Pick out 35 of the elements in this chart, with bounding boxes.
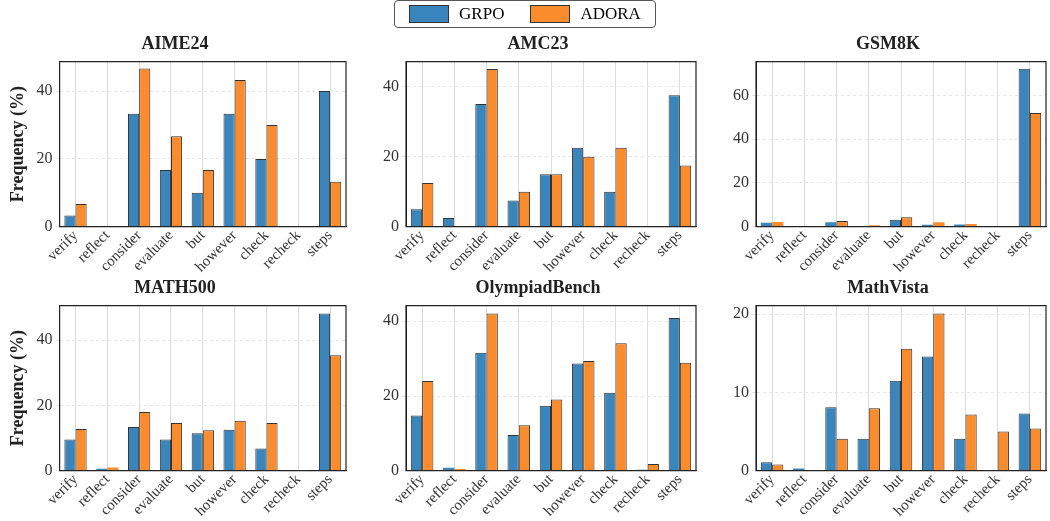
y-tick-label: 20: [383, 386, 399, 404]
chart-title: MathVista: [847, 277, 929, 298]
y-tick-label: 20: [733, 304, 749, 322]
y-tick-label: 0: [44, 460, 53, 478]
y-tick-label: 0: [391, 460, 399, 478]
y-tick-label: 40: [733, 129, 749, 147]
x-tick-label: steps: [1002, 226, 1035, 260]
y-axis-title: Frequency (%): [7, 330, 29, 447]
x-tick-label: steps: [652, 470, 685, 504]
y-tick-label: 20: [733, 173, 749, 191]
y-tick-label: 60: [733, 85, 749, 103]
y-tick-label: 10: [733, 382, 749, 400]
chart-title: GSM8K: [855, 33, 921, 54]
x-tick-label: steps: [302, 470, 336, 504]
legend-label: ADORA: [580, 4, 641, 24]
y-tick-label: 40: [36, 81, 53, 99]
x-tick-label: steps: [302, 226, 336, 260]
chart-title: OlympiadBench: [475, 277, 601, 298]
y-tick-label: 40: [36, 330, 53, 348]
y-tick-label: 0: [741, 460, 749, 478]
y-tick-label: 0: [44, 216, 53, 234]
y-tick-label: 20: [36, 395, 53, 413]
y-axis-title: Frequency (%): [7, 86, 29, 203]
y-tick-label: 20: [36, 149, 53, 167]
y-tick-label: 40: [383, 311, 399, 329]
chart-title: MATH500: [134, 277, 216, 298]
y-tick-label: 0: [741, 216, 749, 234]
y-tick-label: 20: [383, 146, 399, 164]
y-tick-label: 0: [391, 216, 399, 234]
chart-title: AIME24: [141, 33, 209, 54]
x-tick-label: steps: [1002, 470, 1035, 504]
chart-title: AMC23: [507, 33, 569, 54]
legend-label: GRPO: [459, 4, 505, 24]
x-tick-label: steps: [652, 226, 685, 260]
y-tick-label: 40: [383, 76, 399, 94]
